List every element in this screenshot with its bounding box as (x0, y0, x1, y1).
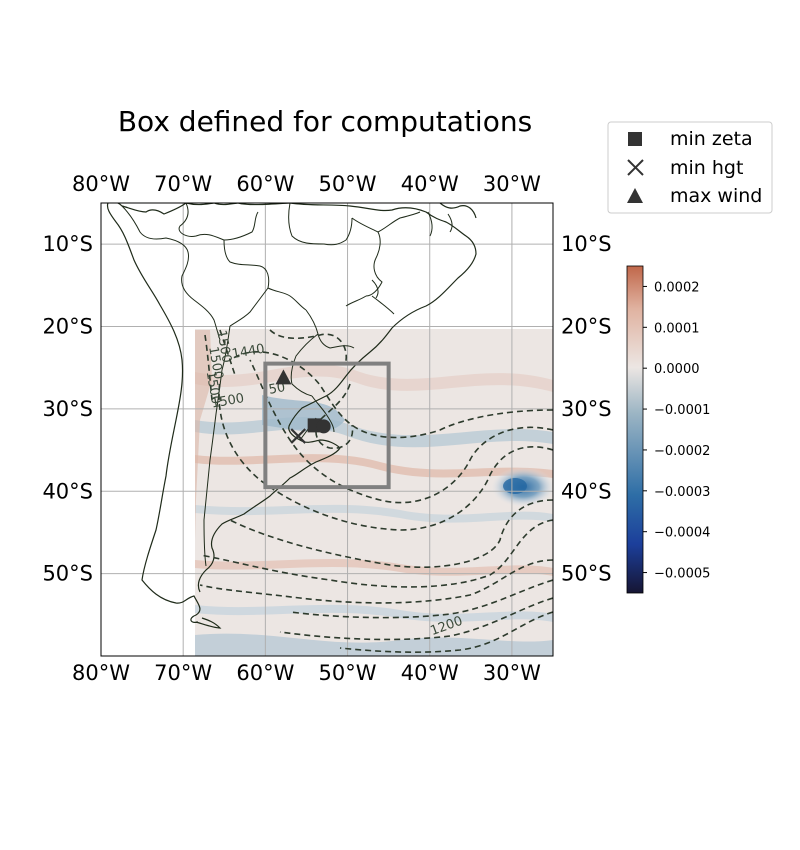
min-hgt-marker (290, 428, 307, 444)
y-tick-label-right: 10°S (561, 232, 612, 256)
y-tick-label-left: 40°S (42, 479, 93, 503)
x-tick-label-top: 30°W (483, 172, 541, 196)
y-tick-label-right: 30°S (561, 397, 612, 421)
vorticity-field (195, 329, 553, 656)
y-tick-label-left: 20°S (42, 315, 93, 339)
chart-title: Box defined for computations (118, 105, 532, 138)
x-tick-label-bottom: 60°W (236, 661, 294, 685)
contour-label: 1500 (213, 329, 234, 364)
height-contours (199, 329, 553, 653)
colorbar: 0.0002 0.0001 0.0000 −0.0001 −0.0002 −0.0003 −… (626, 265, 710, 594)
x-tick-label-top: 60°W (236, 172, 294, 196)
legend: min zeta min hgt max wind (607, 121, 773, 214)
legend-label-max-wind: max wind (670, 185, 762, 207)
y-tick-label-right: 50°S (561, 562, 612, 586)
legend-label-min-zeta: min zeta (670, 128, 753, 150)
colorbar-tick-label: −0.0003 (654, 485, 710, 500)
map-frame (100, 202, 554, 657)
y-tick-label-left: 30°S (42, 397, 93, 421)
colorbar-tick-label: 0.0000 (654, 362, 700, 377)
x-tick-label-bottom: 50°W (319, 661, 377, 685)
legend-cross-icon (627, 159, 644, 176)
markers (275, 369, 331, 444)
min-zeta-marker-dot (316, 419, 331, 434)
y-tick-label-right: 40°S (561, 479, 612, 503)
max-wind-marker (275, 369, 292, 385)
colorbar-tick-label: −0.0002 (654, 444, 710, 459)
contour-label: 1500 (205, 345, 226, 380)
contour-label: 1440 (231, 342, 266, 363)
legend-label-min-hgt: min hgt (670, 157, 743, 179)
colorbar-tick-label: −0.0004 (654, 526, 710, 541)
contour-label: 50 (268, 380, 287, 398)
x-tick-label-bottom: 70°W (154, 661, 212, 685)
colorbar-tick-label: 0.0001 (654, 321, 700, 336)
colorbar-tick-label: 0.0002 (654, 280, 700, 295)
colorbar-tick-label: −0.0001 (654, 403, 710, 418)
colorbar-ticks: 0.0002 0.0001 0.0000 −0.0001 −0.0002 −0.0003 −… (643, 280, 710, 582)
colorbar-tick-label: −0.0005 (654, 567, 710, 582)
colorbar-bar (626, 265, 644, 594)
x-tick-label-bottom: 30°W (483, 661, 541, 685)
x-tick-label-bottom: 80°W (72, 661, 130, 685)
x-tick-label-top: 80°W (72, 172, 130, 196)
legend-square-icon (628, 132, 642, 146)
x-tick-label-bottom: 40°W (401, 661, 459, 685)
y-tick-label-left: 50°S (42, 562, 93, 586)
legend-triangle-icon (627, 188, 643, 203)
computation-box (263, 361, 391, 490)
legend-box (607, 121, 773, 214)
x-tick-label-top: 40°W (401, 172, 459, 196)
contour-label: 1500 (210, 391, 245, 412)
y-tick-label-left: 10°S (42, 232, 93, 256)
x-tick-label-top: 70°W (154, 172, 212, 196)
axis-tick-labels: 80°W 80°W 70°W 70°W 60°W 60°W 50°W 50°W 40°W 40°W… (42, 172, 611, 685)
contour-label: 1500 (203, 370, 224, 405)
x-tick-label-top: 50°W (319, 172, 377, 196)
y-tick-label-right: 20°S (561, 315, 612, 339)
